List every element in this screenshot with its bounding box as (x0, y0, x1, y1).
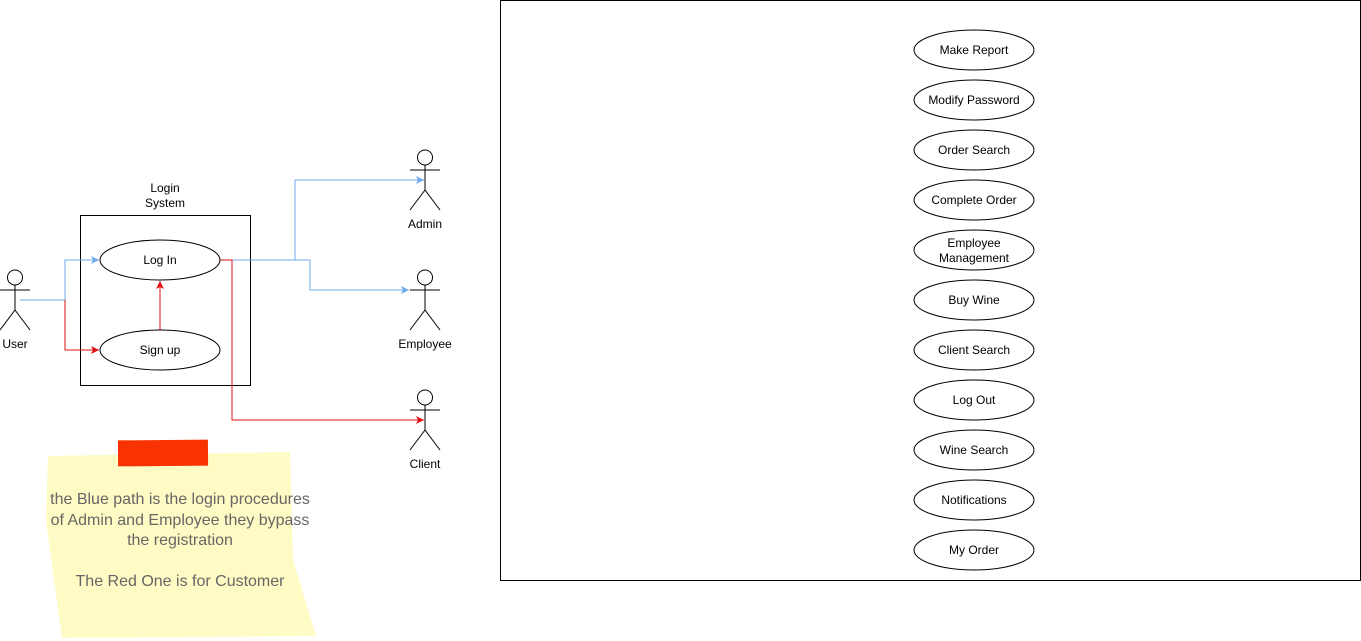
sticky-note[interactable]: the Blue path is the login procedures of… (46, 439, 316, 638)
usecase-complete-order[interactable]: Complete Order (913, 179, 1035, 221)
usecase-log-out-label1: Log Out (953, 393, 996, 407)
signup-usecase[interactable]: Sign up (99, 329, 221, 371)
actor-admin-label: Admin (408, 217, 442, 231)
login-system-title-line1: Login (150, 181, 179, 195)
actor-admin[interactable]: Admin (408, 149, 442, 231)
login-system-title-line2: System (145, 196, 185, 210)
actor-employee[interactable]: Employee (398, 269, 452, 351)
actor-user[interactable]: User (0, 269, 31, 351)
actor-employee-label: Employee (398, 337, 452, 351)
usecase-my-order-label1: My Order (949, 543, 999, 557)
usecase-list: Make Report Modify Password Order Search Co… (913, 29, 1035, 571)
actor-user-icon (7, 269, 23, 286)
red-connectors (64, 259, 424, 424)
usecase-client-search[interactable]: Client Search (913, 329, 1035, 371)
usecase-notifications[interactable]: Notifications (913, 479, 1035, 521)
usecase-make-report-label1: Make Report (940, 43, 1009, 57)
usecase-buy-wine-label1: Buy Wine (948, 293, 1000, 307)
actor-client-icon (417, 389, 433, 406)
login-to-admin-connector (220, 176, 424, 261)
usecase-wine-search[interactable]: Wine Search (913, 429, 1035, 471)
usecase-buy-wine[interactable]: Buy Wine (913, 279, 1035, 321)
actor-employee-icon (417, 269, 433, 286)
usecase-wine-search-label1: Wine Search (940, 443, 1009, 457)
login-usecase-label: Log In (143, 253, 176, 267)
sticky-note-paper (46, 452, 316, 638)
note-line-1: the Blue path is the login procedures (50, 491, 310, 508)
note-line-4: The Red One is for Customer (76, 573, 286, 590)
actor-user-label: User (2, 337, 27, 351)
signup-usecase-label: Sign up (140, 343, 181, 357)
login-usecase[interactable]: Log In (99, 239, 221, 281)
login-to-employee-connector (295, 259, 409, 294)
note-line-3: the registration (127, 532, 233, 549)
usecase-order-search-label1: Order Search (938, 143, 1010, 157)
usecase-modify-password-label1: Modify Password (928, 93, 1019, 107)
note-line-2: of Admin and Employee they bypass (51, 512, 310, 529)
usecase-modify-password[interactable]: Modify Password (913, 79, 1035, 121)
login-system-boundary: Login System (80, 181, 251, 386)
usecase-employee-management-label2: Management (939, 251, 1010, 265)
user-to-signup-connector (64, 300, 99, 354)
blue-connectors (20, 176, 424, 301)
sticky-note-tape (117, 439, 209, 467)
login-to-client-connector (220, 259, 424, 424)
actor-admin-icon (417, 149, 433, 166)
usecase-complete-order-label1: Complete Order (931, 193, 1016, 207)
user-to-login-connector (20, 256, 99, 301)
actor-client-label: Client (410, 457, 441, 471)
usecase-employee-management-label1: Employee (947, 236, 1001, 250)
usecase-log-out[interactable]: Log Out (913, 379, 1035, 421)
usecase-notifications-label1: Notifications (941, 493, 1006, 507)
usecase-my-order[interactable]: My Order (913, 529, 1035, 571)
actor-client[interactable]: Client (409, 389, 441, 471)
usecase-order-search[interactable]: Order Search (913, 129, 1035, 171)
usecase-client-search-label1: Client Search (938, 343, 1010, 357)
usecase-make-report[interactable]: Make Report (913, 29, 1035, 71)
